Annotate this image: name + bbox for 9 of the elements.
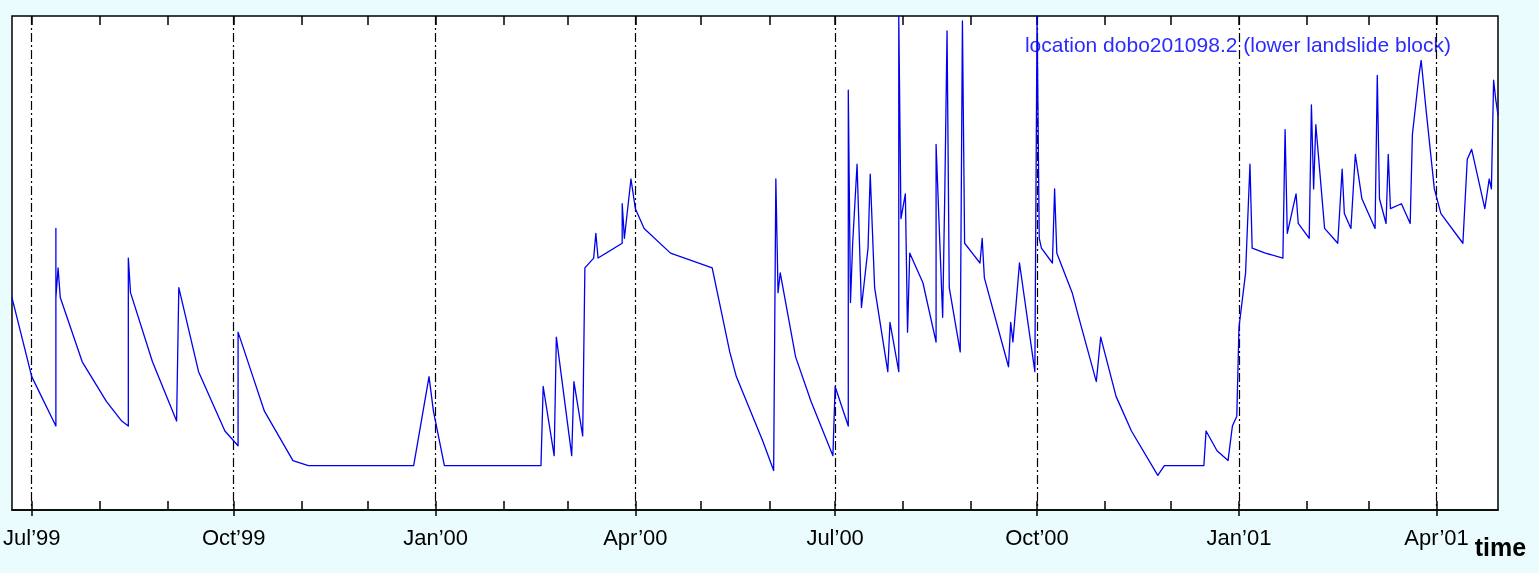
x-tick-label: Jan’00 [403, 524, 469, 550]
x-tick-label: Apr’00 [603, 524, 668, 550]
x-tick-label: Oct’99 [201, 524, 266, 550]
x-tick-label: Apr’01 [1404, 524, 1469, 550]
x-axis-title: time [1474, 532, 1527, 561]
x-tick-label: Oct’00 [1005, 524, 1069, 550]
x-tick-label: Jan’01 [1206, 524, 1272, 550]
x-tick-label: Jul’99 [3, 524, 61, 550]
x-tick-label: Jul’00 [806, 524, 864, 550]
